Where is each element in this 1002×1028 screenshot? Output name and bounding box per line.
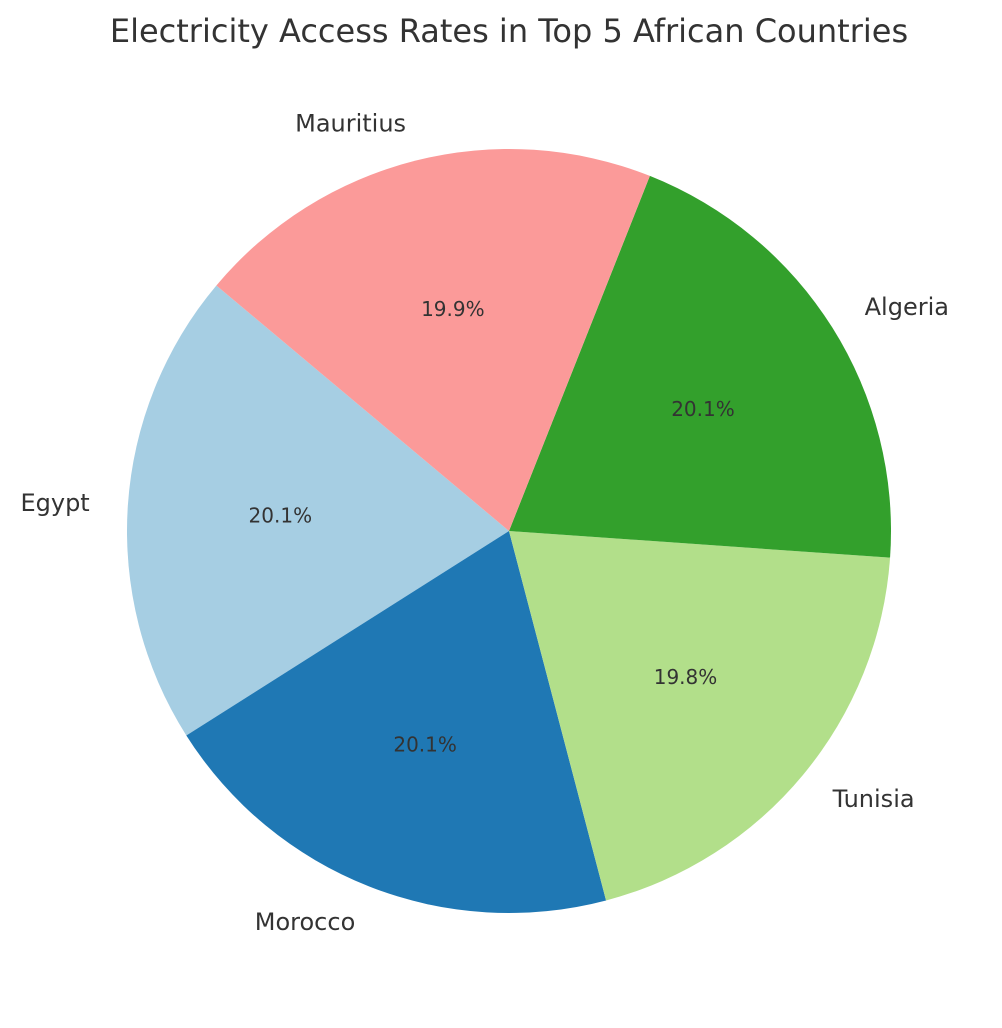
pct-label-tunisia: 19.8% [654, 665, 718, 689]
pie-slice-tunisia [509, 531, 891, 901]
pie-slice-egypt [126, 285, 509, 736]
pie-slices [126, 148, 891, 913]
pct-label-mauritius: 19.9% [421, 297, 485, 321]
category-label-algeria: Algeria [865, 293, 949, 321]
pie-slice-morocco [186, 531, 607, 913]
percentage-labels: 20.1% 20.1% 19.8% 20.1% 19.9% [249, 297, 735, 757]
category-label-tunisia: Tunisia [832, 785, 915, 813]
pie-slice-mauritius [216, 148, 650, 531]
pct-label-algeria: 20.1% [671, 397, 735, 421]
category-label-egypt: Egypt [20, 489, 89, 517]
category-labels: Egypt Morocco Tunisia Algeria Mauritius [20, 110, 948, 936]
pct-label-egypt: 20.1% [249, 504, 313, 528]
pct-label-morocco: 20.1% [393, 732, 457, 756]
chart-title: Electricity Access Rates in Top 5 Africa… [110, 12, 908, 50]
category-label-morocco: Morocco [255, 908, 356, 936]
pie-slice-algeria [509, 175, 891, 558]
category-label-mauritius: Mauritius [295, 110, 406, 138]
